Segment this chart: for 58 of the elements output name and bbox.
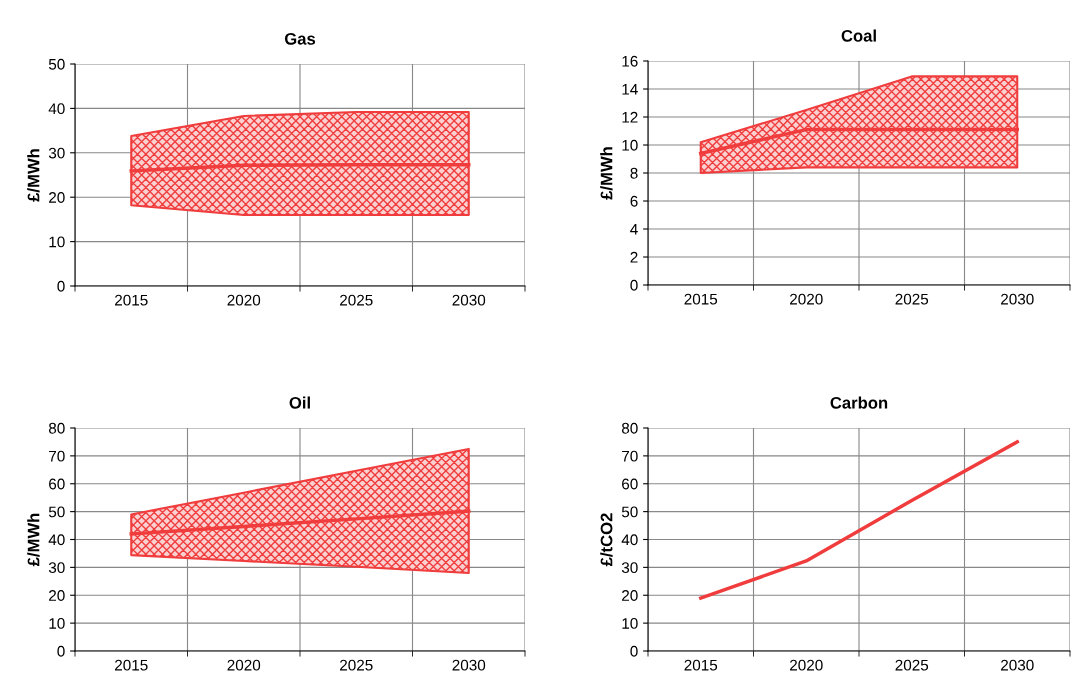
x-tick-label: 2015 [684,293,718,305]
y-tick-label: 20 [622,590,638,601]
chart-title: Carbon [830,396,888,409]
x-tick-label: 2015 [115,659,148,671]
y-tick-label: 10 [622,617,638,629]
y-tick-label: 16 [622,55,638,67]
chart-title: Gas [284,32,316,45]
y-axis-title: £/MWh [27,149,40,202]
x-tick-label: 2020 [790,659,823,671]
x-tick-label: 2025 [895,293,929,305]
x-tick-label: 2025 [340,659,373,671]
y-tick-label: 6 [630,195,638,207]
y-tick-label: 40 [621,534,638,546]
x-tick-label: 2025 [340,294,373,306]
y-tick-label: 10 [622,139,638,151]
y-tick-label: 4 [630,224,638,235]
y-tick-label: 0 [630,279,638,291]
x-tick-label: 2025 [895,659,929,671]
x-tick-label: 2030 [1001,293,1034,305]
y-tick-label: 14 [622,84,638,95]
y-tick-label: 70 [49,450,65,462]
y-tick-label: 30 [48,562,65,574]
y-tick-label: 50 [621,506,638,518]
y-tick-label: 0 [57,645,65,657]
chart-title: Coal [841,29,876,42]
y-axis-title: £/MWh [600,147,613,200]
y-tick-label: 70 [622,450,638,462]
x-tick-label: 2020 [227,659,261,671]
y-tick-label: 20 [49,192,65,203]
y-axis-title: £/tCO2 [600,513,613,567]
y-tick-label: 50 [48,506,65,518]
y-tick-label: 10 [49,617,65,629]
y-tick-label: 40 [48,103,65,115]
y-tick-label: 30 [48,147,65,159]
x-tick-label: 2030 [452,294,486,306]
x-tick-label: 2015 [684,659,718,671]
y-tick-label: 30 [621,562,638,574]
y-tick-label: 80 [621,422,638,434]
y-tick-label: 40 [48,534,65,546]
x-tick-label: 2030 [1001,659,1034,671]
y-tick-label: 12 [622,111,638,123]
y-tick-label: 50 [48,58,65,70]
x-tick-label: 2020 [790,293,823,305]
x-tick-label: 2020 [227,294,261,306]
y-tick-label: 0 [57,280,65,292]
y-axis-title: £/MWh [27,513,40,567]
x-tick-label: 2015 [115,294,148,306]
y-tick-label: 20 [49,590,65,601]
y-tick-label: 8 [630,167,638,179]
y-tick-label: 60 [49,478,65,490]
y-tick-label: 80 [48,422,65,434]
y-tick-label: 2 [630,251,638,263]
x-tick-label: 2030 [452,659,486,671]
y-tick-label: 10 [49,236,65,248]
y-tick-label: 60 [622,478,638,490]
chart-title: Oil [289,396,310,409]
line-series [699,440,1019,600]
y-tick-label: 0 [630,645,638,657]
